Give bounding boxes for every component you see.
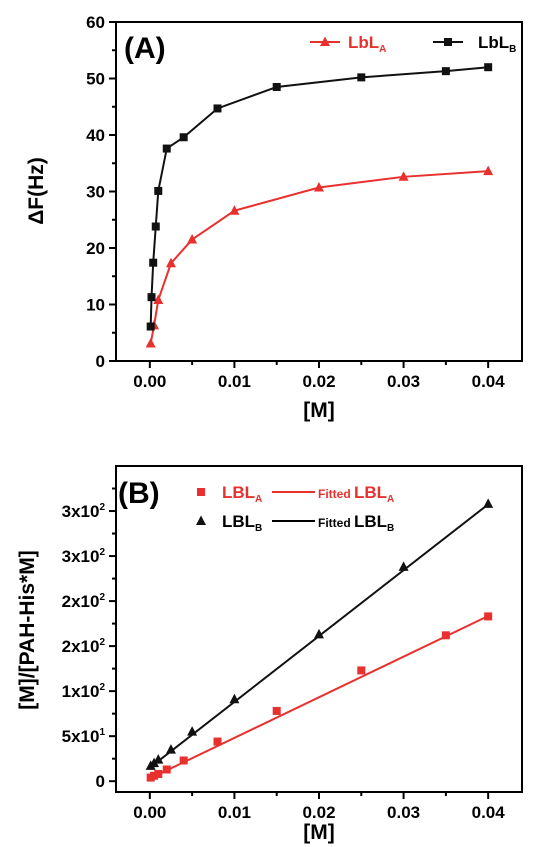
data-point (213, 104, 222, 113)
x-tick-label: 0.04 (472, 803, 506, 822)
y-tick-label: 60 (86, 13, 105, 32)
data-point (357, 73, 366, 82)
data-point (151, 222, 160, 231)
data-point (179, 756, 188, 765)
data-point (398, 561, 409, 571)
x-tick-label: 0.02 (302, 372, 335, 391)
legend-a: LbLA LbLB (310, 33, 516, 55)
x-axis-title-a: [M] (303, 399, 334, 422)
axis-ticks-b: 0.00 0.01 0.02 0.03 0.04 0 5x101 1x102 2x102 2x10… (62, 487, 506, 822)
data-point (147, 293, 156, 302)
fit-line-a (150, 615, 489, 779)
legend-label: LbLA (348, 33, 386, 55)
axis-ticks-a: 0.00 0.01 0.02 0.03 0.04 0 10 20 30 40 50 60 (86, 13, 505, 391)
legend-fit-label: Fitted LBLB (318, 512, 394, 534)
data-point (272, 82, 281, 91)
data-point (145, 337, 156, 348)
y-tick-label: 40 (86, 126, 105, 145)
y-axis-title-b: [M]/[PAH-His*M] (16, 550, 39, 709)
x-tick-label: 0.00 (133, 803, 166, 822)
data-point (229, 693, 240, 704)
y-tick-label: 1x102 (62, 682, 106, 701)
y-tick-label: 2x102 (62, 637, 106, 656)
legend-fit-label: Fitted LBLA (318, 483, 394, 505)
y-tick-label: 0 (96, 772, 105, 791)
data-point (153, 754, 164, 764)
chart-panel-b: 0.00 0.01 0.02 0.03 0.04 0 5x101 1x102 2x102 2x10… (16, 465, 523, 844)
data-point (187, 234, 198, 244)
y-tick-label: 0 (96, 352, 105, 371)
data-point (146, 322, 155, 331)
data-point (213, 737, 222, 746)
data-point (154, 186, 163, 195)
data-point (314, 182, 324, 192)
data-point (165, 744, 176, 754)
x-tick-label: 0.01 (218, 372, 251, 391)
data-point (154, 769, 163, 778)
series-layer-a (145, 63, 494, 348)
y-tick-label: 10 (86, 296, 105, 315)
data-point (398, 171, 409, 181)
y-axis-title-a: ΔF(Hz) (25, 157, 48, 225)
x-tick-label: 0.03 (387, 803, 420, 822)
legend-label: LBLB (222, 512, 262, 534)
data-point (483, 165, 494, 176)
y-tick-label: 3x102 (62, 547, 106, 566)
x-axis-title-b: [M] (303, 821, 334, 844)
data-point (187, 726, 198, 736)
y-tick-label: 50 (86, 70, 105, 89)
x-tick-label: 0.03 (387, 372, 420, 391)
legend-marker (196, 515, 206, 525)
data-point (165, 257, 176, 268)
y-tick-label: 5x101 (62, 727, 106, 746)
data-point (162, 765, 171, 774)
series-line-a (149, 170, 489, 344)
y-tick-label: 3x102 (62, 502, 106, 521)
series-layer-b (145, 498, 494, 782)
data-point (484, 63, 493, 72)
legend-marker (320, 36, 330, 46)
panel-label-b: (B) (118, 477, 160, 510)
data-point (314, 628, 324, 639)
data-point (150, 771, 159, 780)
legend-label: LBLA (222, 483, 262, 505)
x-tick-label: 0.00 (133, 372, 166, 391)
data-point (162, 144, 171, 153)
y-tick-label: 20 (86, 239, 105, 258)
data-point (153, 294, 164, 304)
panel-label-a: (A) (124, 32, 166, 65)
y-tick-label: 2x102 (62, 592, 106, 611)
series-line-b (149, 66, 489, 327)
chart-panel-a: 0.00 0.01 0.02 0.03 0.04 0 10 20 30 40 50 60 (A) [M… (25, 13, 523, 422)
x-tick-label: 0.04 (472, 372, 506, 391)
data-point (149, 258, 158, 267)
data-point (484, 612, 493, 621)
data-point (357, 666, 366, 675)
data-point (483, 498, 494, 508)
legend-marker (444, 38, 452, 46)
data-point (272, 706, 281, 715)
legend-marker (197, 488, 205, 496)
x-tick-label: 0.01 (218, 803, 251, 822)
data-point (441, 631, 450, 640)
x-tick-label: 0.02 (302, 803, 335, 822)
legend-label: LbLB (478, 33, 516, 55)
legend-b: LBLA Fitted LBLA LBLB Fitted LBLB (196, 483, 394, 534)
y-tick-label: 30 (86, 183, 105, 202)
data-point (441, 67, 450, 76)
data-point (229, 205, 240, 215)
data-point (179, 133, 188, 142)
